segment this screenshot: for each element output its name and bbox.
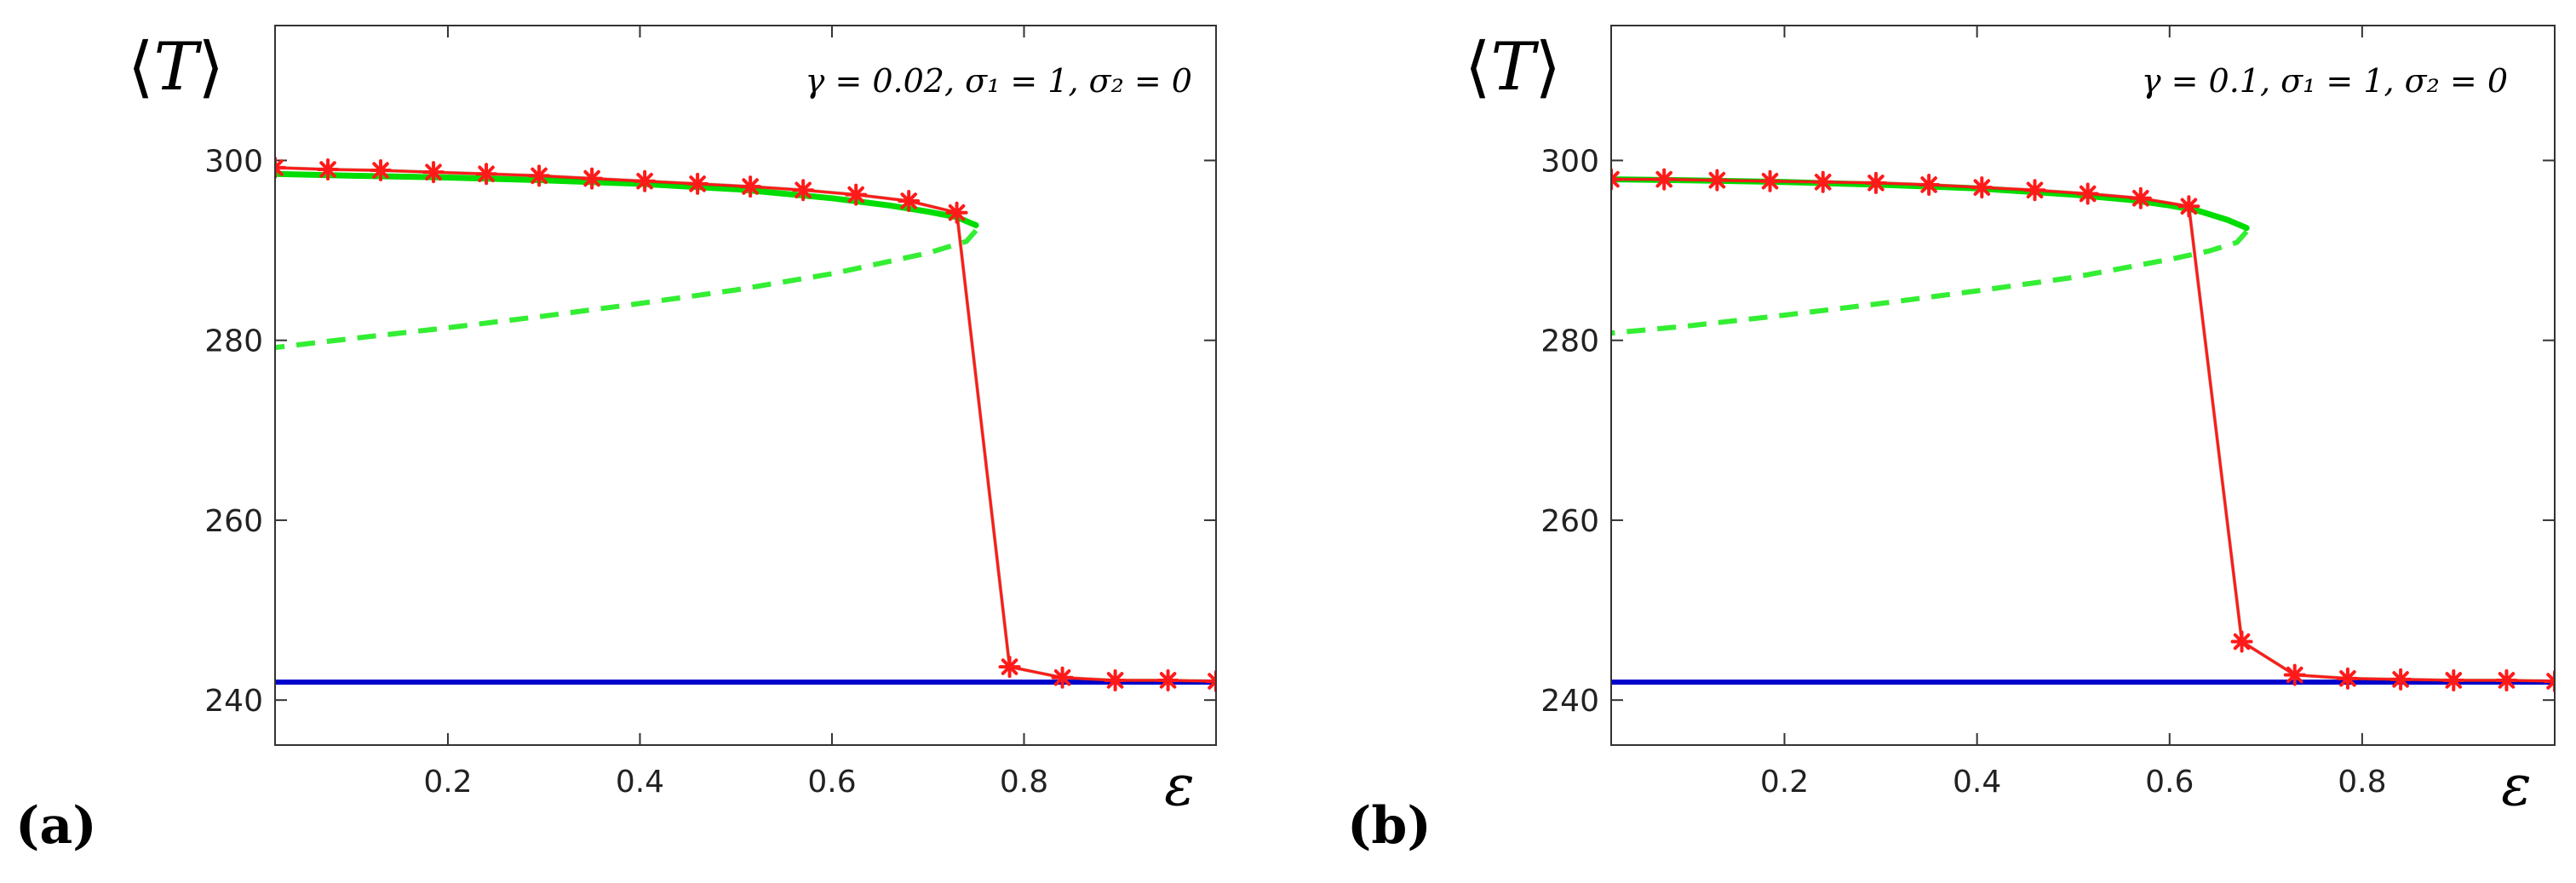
simulation-marker <box>275 156 286 179</box>
simulation-marker <box>370 159 393 182</box>
simulation-marker <box>2129 186 2152 209</box>
simulation-marker <box>2544 670 2555 693</box>
simulation-marker <box>1758 169 1781 192</box>
plot-area <box>1611 168 2555 693</box>
y-tick-label: 240 <box>204 684 263 719</box>
panel-label: (b) <box>1347 796 1431 856</box>
x-tick-label: 0.4 <box>616 765 664 800</box>
simulation-marker <box>2495 668 2518 691</box>
simulation-marker <box>1918 173 1941 196</box>
simulation-marker <box>1104 668 1127 691</box>
simulation-marker <box>998 656 1021 679</box>
simulation-marker <box>898 189 921 212</box>
simulation-marker <box>2023 179 2046 202</box>
y-tick-label: 240 <box>1540 684 1599 719</box>
y-axis-label: ⟨T⟩ <box>1465 29 1561 106</box>
simulation-line <box>1611 178 2555 683</box>
simulation-marker <box>845 183 868 206</box>
simulation-marker <box>2390 668 2412 691</box>
simulation-marker <box>1864 171 1887 194</box>
simulation-marker <box>2336 667 2359 690</box>
y-axis-label: ⟨T⟩ <box>128 29 224 106</box>
simulation-marker <box>317 158 340 181</box>
plot-area <box>275 156 1216 693</box>
simulation-line-shadow <box>1611 177 2555 683</box>
upper-stable-branch-line <box>275 170 979 228</box>
simulation-marker <box>1653 168 1676 191</box>
simulation-marker <box>2283 663 2306 686</box>
x-axis-label: ε <box>2501 753 2531 818</box>
simulation-line-shadow <box>275 165 1216 683</box>
simulation-marker <box>422 161 445 184</box>
y-tick-label: 280 <box>1540 324 1599 359</box>
chart-panel-a: 0.2 0.4 0.6 0.8 240 260 280 300 ⟨T⟩ ε γ = 0.02, σ₁… <box>15 25 1217 856</box>
simulation-marker <box>1611 168 1622 191</box>
simulation-marker <box>1971 176 1994 199</box>
parameter-annotation: γ = 0.02, σ₁ = 1, σ₂ = 0 <box>806 62 1192 100</box>
x-axis-label: ε <box>1164 753 1194 818</box>
simulation-marker <box>1156 668 1179 691</box>
x-tick-label: 0.2 <box>423 765 472 800</box>
simulation-marker <box>1205 670 1216 693</box>
simulation-marker <box>1051 666 1074 689</box>
simulation-marker <box>945 201 968 224</box>
axes-frame <box>1610 25 2556 746</box>
parameter-annotation: γ = 0.1, σ₁ = 1, σ₂ = 0 <box>2142 62 2508 100</box>
y-tick-label: 260 <box>1540 504 1599 539</box>
simulation-marker <box>634 169 657 192</box>
y-tick-label: 260 <box>204 504 263 539</box>
simulation-line <box>275 166 1216 683</box>
simulation-marker <box>528 164 551 187</box>
simulation-marker <box>1811 170 1834 193</box>
axes-frame <box>274 25 1217 746</box>
simulation-marker <box>1706 169 1729 192</box>
panel-label: (a) <box>15 796 97 856</box>
x-tick-label: 0.2 <box>1760 765 1809 800</box>
simulation-marker <box>2076 182 2099 205</box>
y-tick-label: 280 <box>204 324 263 359</box>
x-tick-label: 0.4 <box>1953 765 2001 800</box>
simulation-marker <box>2442 668 2465 691</box>
y-tick-label: 300 <box>204 144 263 179</box>
simulation-marker <box>475 163 498 186</box>
chart-panel-b: 0.2 0.4 0.6 0.8 240 260 280 300 ⟨T⟩ ε γ = 0.1, σ₁ … <box>1347 25 2556 856</box>
x-tick-label: 0.8 <box>2338 765 2386 800</box>
simulation-marker <box>686 172 709 195</box>
simulation-marker <box>2177 195 2200 218</box>
simulation-marker <box>739 175 762 198</box>
simulation-marker <box>2230 630 2253 653</box>
x-tick-label: 0.6 <box>2145 765 2194 800</box>
simulation-marker <box>581 167 604 190</box>
x-tick-label: 0.6 <box>807 765 856 800</box>
x-tick-label: 0.8 <box>1000 765 1048 800</box>
simulation-marker <box>792 179 815 202</box>
unstable-branch-line <box>1611 229 2249 336</box>
y-tick-label: 300 <box>1540 144 1599 179</box>
unstable-branch-line <box>275 228 978 351</box>
